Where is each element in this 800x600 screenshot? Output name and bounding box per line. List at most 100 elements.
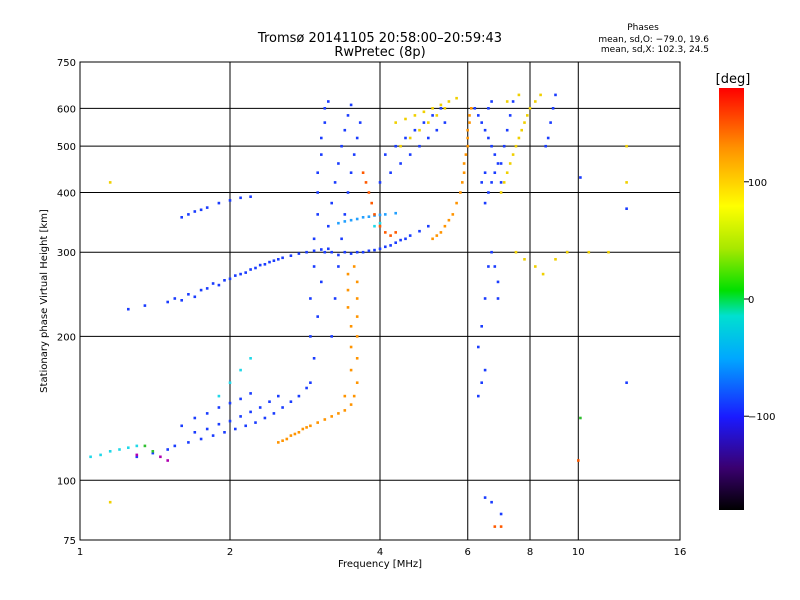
data-point (384, 213, 387, 216)
data-point (466, 136, 469, 140)
data-point (427, 121, 430, 124)
data-point (408, 136, 412, 140)
data-point (549, 121, 552, 124)
data-point (408, 153, 412, 156)
data-point (135, 455, 139, 459)
data-point (399, 144, 402, 148)
data-point (373, 213, 376, 216)
data-point (263, 263, 267, 266)
data-point (502, 144, 506, 148)
data-point (228, 199, 232, 202)
data-point (490, 500, 493, 504)
colorbar-tick-label: 0 (748, 295, 754, 306)
data-point (327, 100, 330, 103)
data-point (199, 288, 203, 292)
data-point (544, 144, 547, 148)
data-point (285, 437, 289, 441)
data-point (173, 297, 177, 300)
data-point (180, 299, 183, 302)
data-point (249, 357, 252, 360)
data-point (431, 114, 434, 117)
data-point (108, 500, 112, 504)
data-point (355, 335, 359, 338)
data-point (187, 213, 190, 216)
data-point (625, 181, 628, 184)
data-point (384, 231, 387, 234)
data-points (89, 93, 628, 528)
data-point (496, 162, 500, 165)
data-point (234, 274, 237, 277)
data-point (297, 252, 301, 255)
data-point (349, 171, 353, 174)
data-point (193, 295, 197, 299)
data-point (546, 136, 550, 140)
data-point (394, 211, 397, 215)
data-point (343, 250, 347, 254)
chart-title: Tromsø 20141105 20:58:00–20:59:43 (257, 31, 502, 46)
data-point (333, 297, 337, 300)
data-point (289, 434, 293, 437)
data-point (205, 412, 209, 415)
data-point (473, 107, 477, 110)
x-tick-label: 2 (227, 547, 233, 558)
data-point (316, 315, 319, 318)
y-tick-label: 750 (57, 58, 76, 69)
data-point (258, 406, 262, 409)
data-point (534, 100, 537, 103)
data-point (187, 441, 190, 444)
data-point (346, 114, 350, 117)
data-point (468, 121, 471, 124)
data-point (378, 181, 382, 184)
data-point (223, 279, 226, 282)
data-point (373, 224, 376, 228)
data-point (127, 446, 130, 449)
data-point (470, 107, 473, 110)
data-point (316, 213, 319, 216)
data-point (466, 128, 469, 132)
colorbar (719, 88, 744, 510)
x-tick-labels: 1 2 4 6 8 10 16 (77, 547, 687, 558)
data-point (462, 171, 466, 174)
data-point (427, 136, 430, 140)
data-point (355, 357, 359, 360)
data-point (89, 455, 92, 459)
data-point (217, 283, 221, 287)
x-axis-label: Frequency [MHz] (338, 559, 422, 570)
data-point (361, 171, 365, 174)
data-point (239, 415, 242, 418)
data-point (305, 426, 308, 429)
data-point (277, 441, 280, 444)
data-point (367, 249, 371, 253)
data-point (422, 121, 426, 124)
data-point (361, 250, 365, 254)
data-point (355, 280, 359, 284)
data-point (361, 216, 365, 219)
data-point (514, 144, 518, 148)
data-point (263, 416, 267, 420)
data-point (487, 136, 490, 140)
data-point (394, 144, 397, 148)
data-point (281, 439, 284, 442)
data-point (143, 304, 147, 307)
data-point (443, 107, 447, 110)
data-point (320, 153, 323, 156)
data-point (309, 424, 312, 428)
data-point (343, 213, 347, 216)
data-point (443, 224, 447, 228)
data-point (239, 272, 242, 276)
data-point (349, 403, 353, 406)
data-point (487, 191, 490, 194)
data-point (418, 144, 421, 148)
data-point (323, 107, 327, 110)
data-point (193, 431, 197, 434)
data-point (173, 444, 177, 448)
data-point (346, 288, 350, 292)
data-point (404, 117, 407, 121)
y-tick-label: 200 (57, 332, 76, 343)
data-point (352, 265, 356, 268)
data-point (228, 401, 232, 405)
data-point (579, 176, 582, 179)
x-tick-label: 6 (465, 547, 471, 558)
data-point (394, 231, 397, 234)
